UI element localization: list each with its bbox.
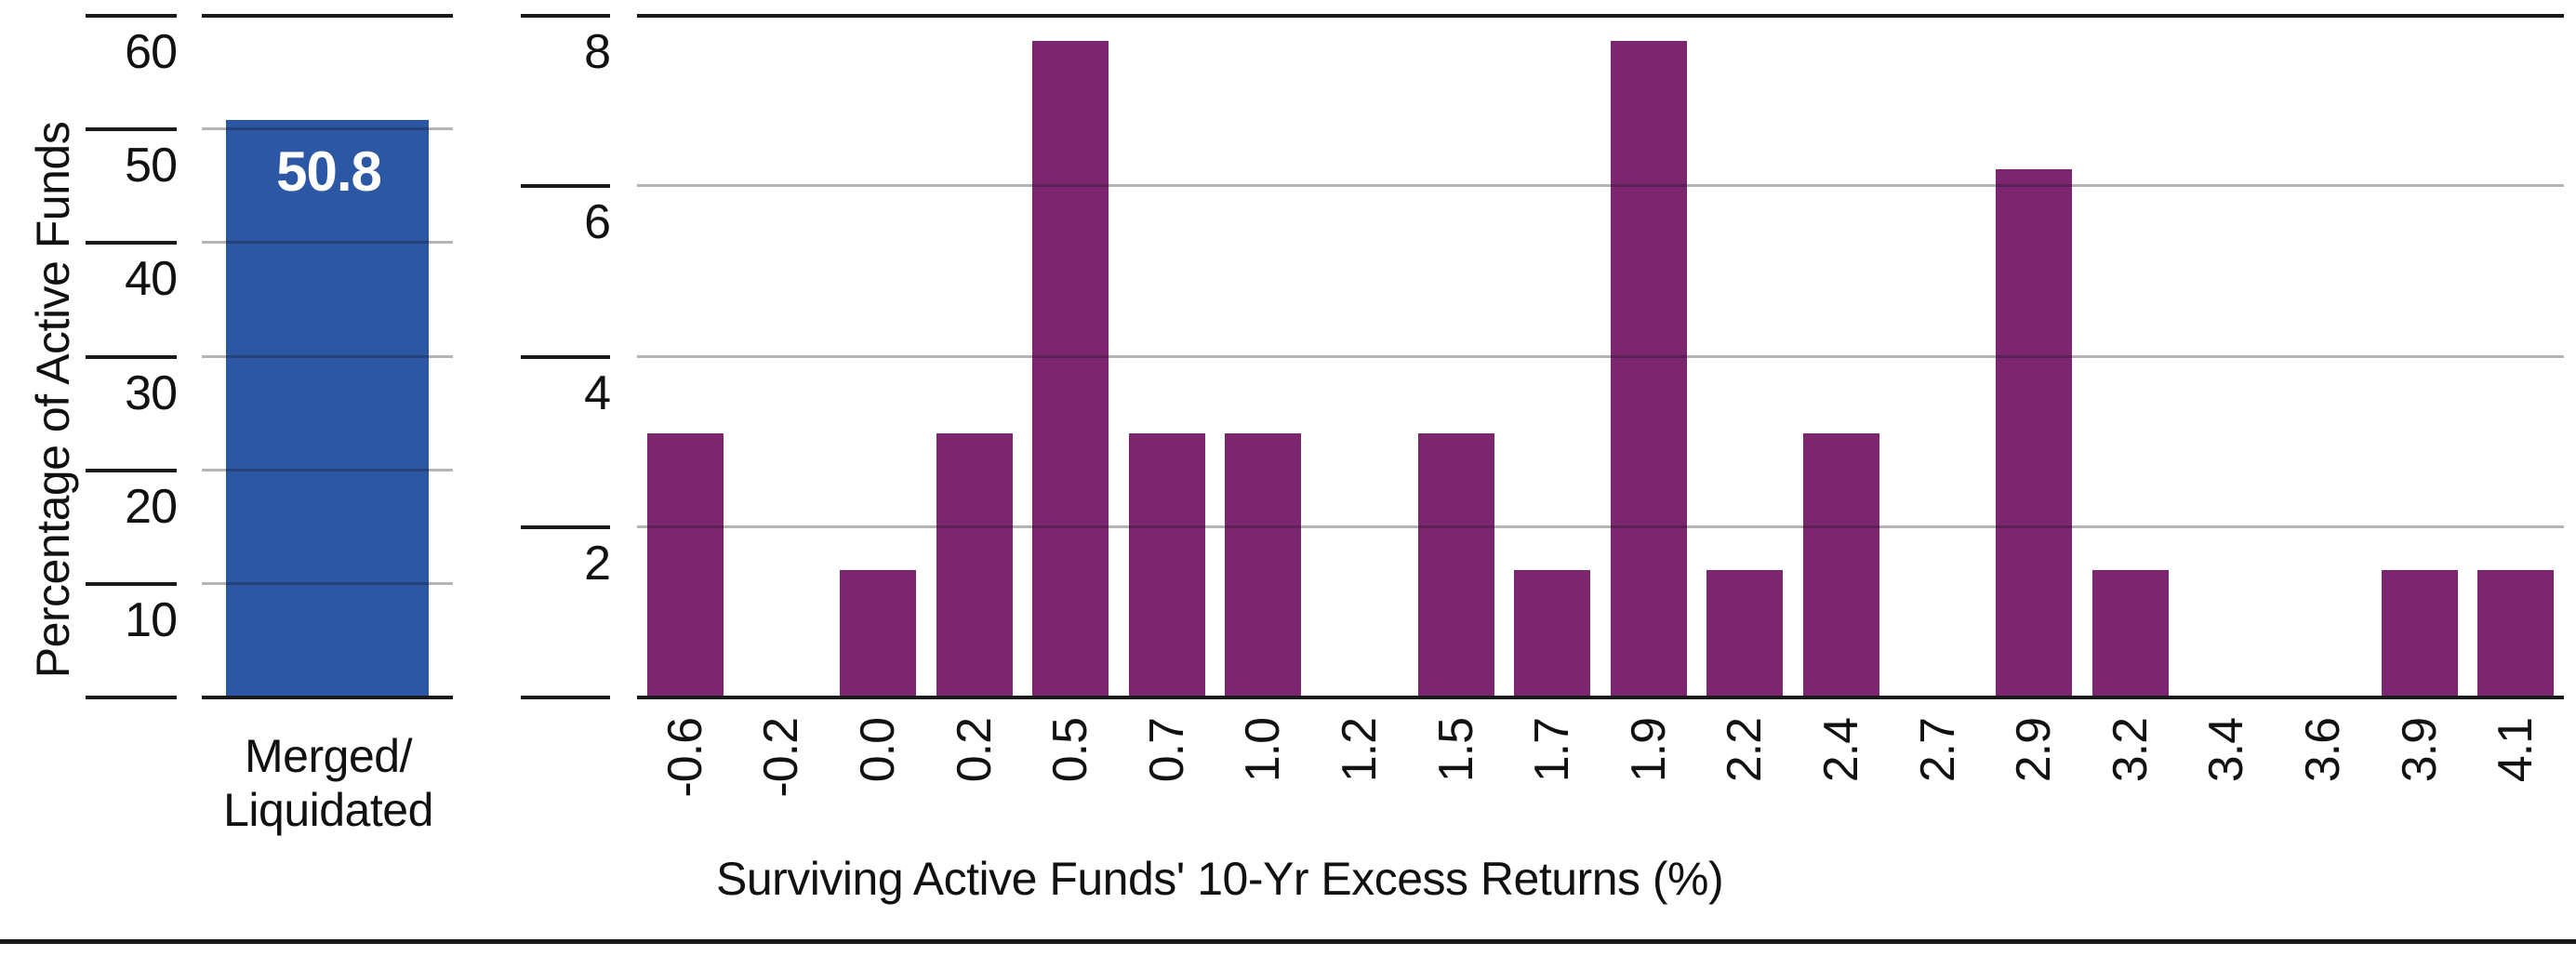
y-tick-mark [521,696,610,699]
x-tick-label: 3.2 [2103,718,2158,783]
gridline [202,241,453,245]
histogram-bar [2381,569,2458,697]
x-tick-label: -0.6 [657,718,712,798]
right-x-axis-title: Surviving Active Funds' 10-Yr Excess Ret… [716,853,1724,905]
y-tick-mark [86,468,177,472]
y-tick-label: 6 [584,195,611,250]
x-tick-label: 2.7 [1910,718,1965,783]
left-category-label: Merged/ Liquidated [203,729,454,837]
histogram-bar [2477,569,2555,697]
x-tick-label: 3.4 [2199,718,2254,783]
right-panel: 2 4 6 8 -0.6 -0.2 0.0 0.2 0.5 0.7 1.0 1.2 1.5 1.7 1.9 2… [521,0,2576,956]
x-tick-label: 2.4 [1814,718,1868,783]
y-tick-mark [521,184,610,189]
y-tick-mark [86,581,177,586]
histogram-bar [1417,432,1494,697]
x-tick-label: 4.1 [2489,718,2543,783]
histogram-bar [1996,168,2073,697]
y-tick-label: 10 [125,592,178,647]
gridline [637,184,2564,188]
histogram-bar [1803,432,1879,697]
plot-top-border [637,14,2564,18]
histogram-bar [1706,569,1784,697]
gridline [637,354,2564,358]
bar-value-label: 50.8 [276,140,382,203]
plot-top-border [202,14,453,18]
y-tick-label: 4 [584,365,611,420]
left-panel: Percentage of Active Funds 10 20 30 40 50 60 … [0,0,521,956]
histogram-bar [1128,432,1205,697]
y-tick-label: 30 [125,365,178,420]
y-tick-label: 40 [125,252,178,307]
histogram-bar [840,569,916,697]
gridline [202,581,453,585]
histogram-bar [646,432,724,697]
histogram-bar [1032,41,1109,697]
gridline [202,354,453,358]
x-axis-baseline [637,696,2564,699]
histogram-bar [225,120,430,697]
left-category-line-2: Liquidated [223,784,433,836]
y-tick-mark [86,696,177,699]
x-tick-label: 2.2 [1718,718,1773,783]
gridline [637,524,2564,528]
histogram-bar [1610,41,1687,697]
x-tick-label: 3.6 [2296,718,2350,783]
y-tick-mark [86,354,177,359]
y-tick-label: 20 [125,479,178,534]
y-tick-mark [521,14,610,18]
y-tick-mark [521,354,610,359]
x-tick-label: 2.9 [2007,718,2062,783]
footer-rule [0,939,2576,944]
y-tick-mark [521,524,610,529]
y-tick-label: 50 [125,139,178,193]
histogram-bar [2091,569,2169,697]
y-tick-label: 60 [125,25,178,79]
x-tick-label: 3.9 [2392,718,2447,783]
y-tick-mark [86,241,177,246]
gridline [202,127,453,131]
histogram-bar [936,432,1013,697]
histogram-bar [1225,432,1302,697]
gridline [202,468,453,471]
y-tick-mark [86,127,177,132]
y-tick-label: 2 [584,536,611,591]
histogram-bar [1514,569,1591,697]
x-axis-baseline [202,696,453,699]
left-plot-area: 10 20 30 40 50 60 [0,0,521,956]
y-tick-label: 8 [584,25,611,79]
left-category-line-1: Merged/ [245,730,412,782]
y-tick-mark [86,14,177,18]
